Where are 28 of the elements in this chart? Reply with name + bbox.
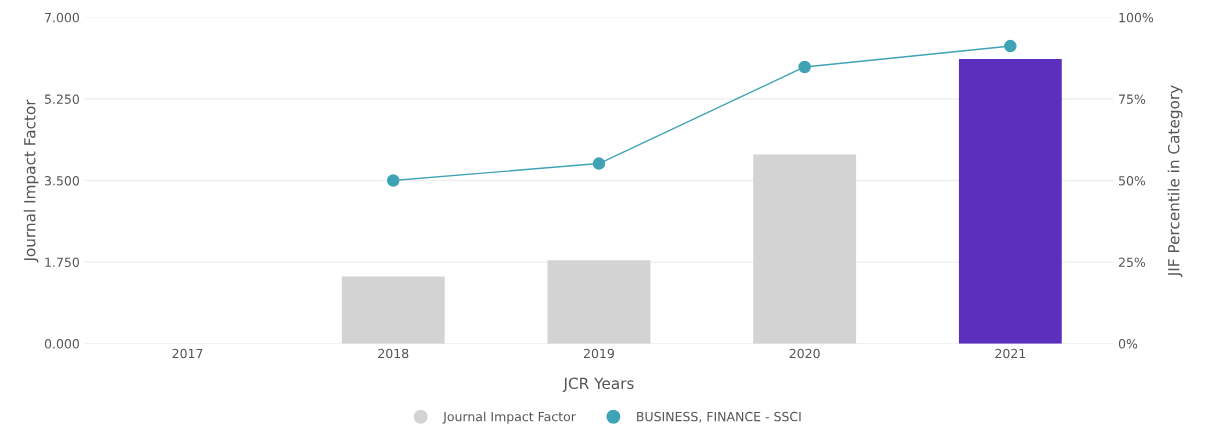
bar xyxy=(547,260,651,344)
x-tick-label: 2020 xyxy=(789,348,820,359)
y2-tick-label: 25% xyxy=(1118,257,1146,268)
x-tick-label: 2019 xyxy=(583,348,614,359)
bar xyxy=(341,276,445,344)
y-tick-label: 0.000 xyxy=(44,339,80,349)
y-tick-label: 1.750 xyxy=(45,257,80,268)
point xyxy=(1004,39,1017,53)
point xyxy=(798,60,811,74)
y2-tick-label: 100% xyxy=(1119,12,1154,23)
x-tick-label: 2021 xyxy=(995,348,1026,359)
y-tick-label: 3.500 xyxy=(45,176,80,186)
y-axis-title: Journal Impact Factor xyxy=(23,99,39,263)
bar xyxy=(753,154,857,344)
legend-label: Journal Impact Factor xyxy=(442,411,576,424)
bar xyxy=(958,58,1062,344)
legend-label: BUSINESS, FINANCE - SSCI xyxy=(637,411,801,423)
y2-tick-label: 0% xyxy=(1118,339,1138,349)
point xyxy=(386,174,400,187)
point xyxy=(592,157,606,170)
y2-tick-label: 75% xyxy=(1119,94,1146,104)
x-tick-label: 2018 xyxy=(378,348,409,359)
y-tick-label: 7.000 xyxy=(45,12,80,23)
x-tick-label: 2017 xyxy=(172,348,203,359)
y2-tick-label: 50% xyxy=(1119,176,1146,186)
x-axis-title: JCR Years xyxy=(562,377,634,392)
y-tick-label: 5.250 xyxy=(45,94,80,104)
y2-axis-title: JIF Percentile in Category xyxy=(1167,85,1183,278)
